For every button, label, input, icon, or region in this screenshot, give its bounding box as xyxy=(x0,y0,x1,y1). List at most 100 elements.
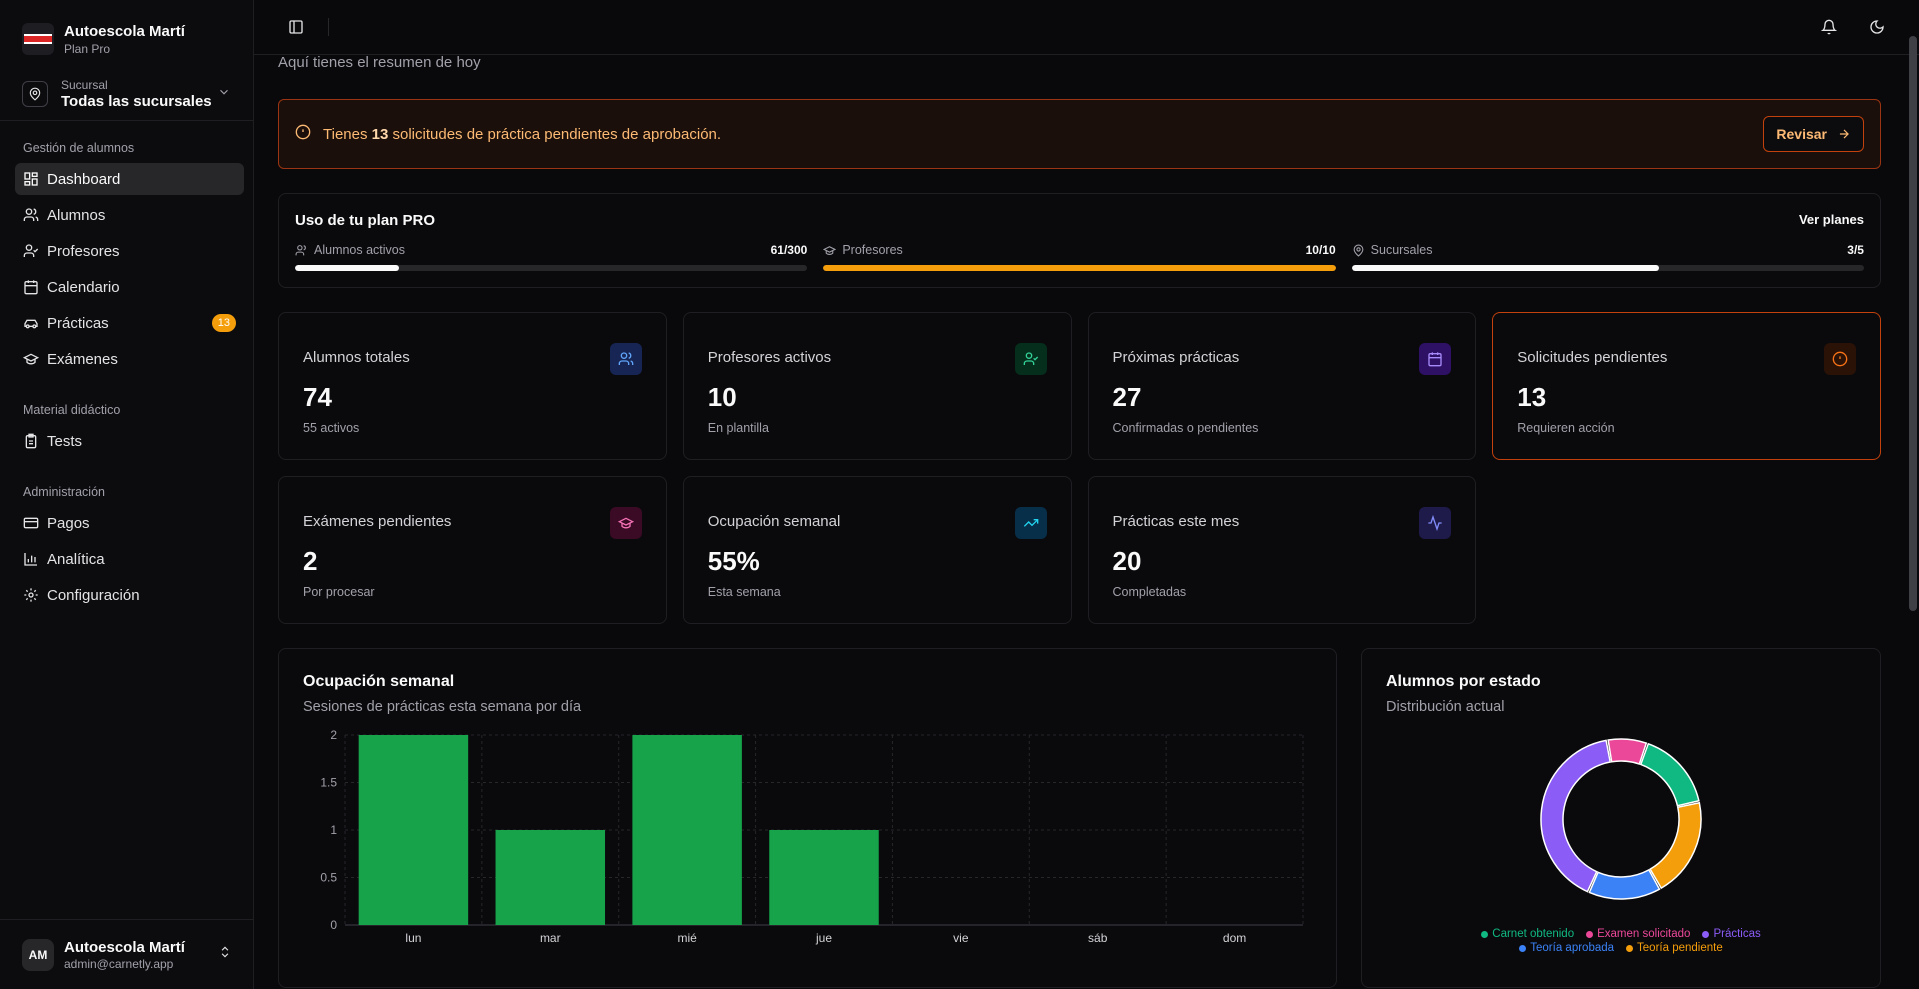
map-pin-icon xyxy=(1353,244,1364,257)
slice-prácticas xyxy=(1540,739,1612,893)
legend-item: Prácticas xyxy=(1702,928,1761,940)
clipboard-list-icon xyxy=(25,433,37,449)
sidebar-item-label: Configuración xyxy=(47,586,140,604)
layout-grid-icon xyxy=(24,172,38,186)
y-tick-label: 1.5 xyxy=(320,776,337,790)
legend-item: Teoría aprobada xyxy=(1519,942,1614,954)
branch-label: Sucursal xyxy=(61,78,108,92)
brand[interactable]: Autoescola Martí Plan Pro xyxy=(0,0,253,58)
legend-item: Examen solicitado xyxy=(1586,928,1690,940)
sidebar-item-label: Pagos xyxy=(47,514,90,532)
sidebar-toggle-button[interactable] xyxy=(282,13,310,41)
progress-fill xyxy=(295,265,399,271)
donut-chart xyxy=(1540,738,1702,900)
review-button[interactable]: Revisar xyxy=(1763,116,1864,152)
gear-icon xyxy=(24,588,38,602)
sidebar-item-calendario[interactable]: Calendario xyxy=(15,271,244,303)
progress-fill xyxy=(1351,265,1660,271)
sidebar-item-label: Dashboard xyxy=(47,170,121,188)
sidebar-item-label: Exámenes xyxy=(47,350,118,368)
sidebar-item-label: Alumnos xyxy=(47,206,106,224)
sidebar-item-tests[interactable]: Tests xyxy=(15,425,244,457)
plan-bar-students: Alumnos activos 61/300 xyxy=(295,243,808,271)
practicas-count-badge: 13 xyxy=(211,314,236,332)
plan-title: Uso de tu plan PRO xyxy=(295,212,436,229)
x-tick-label: sáb xyxy=(1088,931,1108,945)
alert-circle-icon xyxy=(295,124,311,145)
plan-bar-branches: Sucursales 3/5 xyxy=(1351,243,1864,271)
x-tick-label: mar xyxy=(540,931,561,945)
sidebar-item-analitica[interactable]: Analítica xyxy=(15,543,244,575)
activity-icon xyxy=(1419,507,1452,539)
graduation-cap-icon xyxy=(23,353,39,365)
stat-card-pending-requests: Solicitudes pendientes 13 Requieren acci… xyxy=(1492,312,1881,460)
section-title-students: Gestión de alumnos xyxy=(23,141,135,155)
sidebar-item-alumnos[interactable]: Alumnos xyxy=(15,199,244,231)
stat-card-total-students: Alumnos totales 74 55 activos xyxy=(278,312,667,460)
bar-mar xyxy=(495,830,606,925)
branch-selector[interactable]: Sucursal Todas las sucursales xyxy=(14,78,239,110)
bar-chart: 0 0.5 1 1.5 2 lun mar mié jue vie sáb dom xyxy=(320,728,1304,945)
sidebar-item-dashboard[interactable]: Dashboard xyxy=(15,163,244,195)
bar-mié xyxy=(632,735,742,925)
sidebar-item-label: Analítica xyxy=(47,550,105,568)
scrollbar[interactable] xyxy=(1909,36,1917,611)
x-tick-label: jue xyxy=(815,931,832,945)
users-icon xyxy=(295,244,306,255)
bell-icon xyxy=(1821,19,1837,35)
y-tick-label: 1 xyxy=(330,823,337,837)
slice-teoría-pendiente xyxy=(1649,801,1702,890)
plan-usage-card: Uso de tu plan PRO Ver planes Alumnos ac… xyxy=(278,193,1881,288)
chart-subtitle: Sesiones de prácticas esta semana por dí… xyxy=(303,699,582,715)
bar-lun xyxy=(358,735,469,925)
section-title-admin: Administración xyxy=(23,485,105,499)
brand-logo xyxy=(22,23,54,55)
y-tick-label: 2 xyxy=(330,728,337,742)
y-tick-label: 0 xyxy=(330,918,337,932)
calendar-icon xyxy=(1419,343,1452,375)
legend-item: Teoría pendiente xyxy=(1626,942,1723,954)
sidebar-item-examenes[interactable]: Exámenes xyxy=(15,343,244,375)
students-by-status-chart-card: Alumnos por estado Distribución actual C… xyxy=(1361,648,1881,988)
view-plans-link[interactable]: Ver planes xyxy=(1798,212,1864,227)
sidebar-item-practicas[interactable]: Prácticas 13 xyxy=(15,307,244,339)
stat-card-pending-exams: Exámenes pendientes 2 Por procesar xyxy=(278,476,667,624)
theme-toggle-button[interactable] xyxy=(1863,13,1891,41)
stat-card-upcoming-practices: Próximas prácticas 27 Confirmadas o pend… xyxy=(1087,312,1477,460)
notifications-button[interactable] xyxy=(1815,13,1843,41)
user-menu[interactable]: AM Autoescola Martí admin@carnetly.app xyxy=(0,919,254,989)
chart-legend: Carnet obtenido Examen solicitado Práctica… xyxy=(1471,928,1771,954)
slice-carnet-obtenido xyxy=(1639,742,1700,807)
alert-message: Tienes 13 solicitudes de práctica pendie… xyxy=(323,125,722,143)
calendar-icon xyxy=(24,280,38,295)
legend-item: Carnet obtenido xyxy=(1481,928,1574,940)
plan-bar-teachers: Profesores 10/10 xyxy=(823,243,1336,271)
trending-up-icon xyxy=(1014,507,1047,539)
users-icon xyxy=(23,208,39,221)
y-tick-label: 0.5 xyxy=(320,871,337,885)
topbar xyxy=(254,0,1919,55)
alert-circle-icon xyxy=(1824,343,1856,375)
sidebar-item-label: Prácticas xyxy=(47,314,109,332)
pending-requests-alert: Tienes 13 solicitudes de práctica pendie… xyxy=(278,99,1881,169)
sidebar-item-pagos[interactable]: Pagos xyxy=(15,507,244,539)
x-tick-label: dom xyxy=(1223,931,1246,945)
car-icon xyxy=(24,319,38,329)
main-content: Aquí tienes el resumen de hoy Tienes 13 … xyxy=(254,0,1919,989)
user-name: Autoescola Martí xyxy=(64,938,185,956)
progress-fill xyxy=(823,265,1336,271)
panel-left-icon xyxy=(289,20,303,34)
users-icon xyxy=(609,343,642,375)
sidebar-item-label: Profesores xyxy=(47,242,120,260)
graduation-cap-icon xyxy=(609,507,642,539)
sidebar-item-configuracion[interactable]: Configuración xyxy=(15,579,244,611)
branch-value: Todas las sucursales xyxy=(61,93,212,110)
slice-examen-solicitado xyxy=(1607,738,1648,765)
chart-subtitle: Distribución actual xyxy=(1386,699,1505,715)
chart-title: Ocupación semanal xyxy=(303,673,455,690)
user-check-icon xyxy=(23,244,39,257)
stat-card-practices-month: Prácticas este mes 20 Completadas xyxy=(1087,476,1477,624)
chevron-down-icon xyxy=(217,85,231,104)
user-check-icon xyxy=(1014,343,1047,375)
sidebar-item-profesores[interactable]: Profesores xyxy=(15,235,244,267)
